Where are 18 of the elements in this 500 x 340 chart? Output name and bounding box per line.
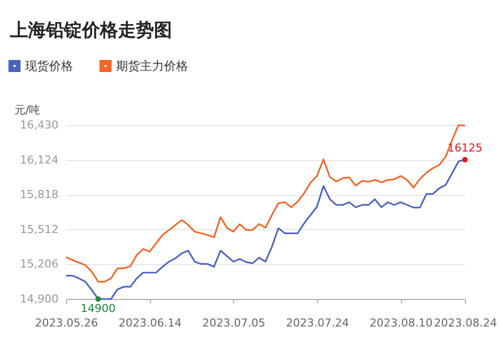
x-tick-label: 2023.05.26 [35,316,98,330]
x-tick-label: 2023.07.24 [286,316,349,330]
legend-label: 现货价格 [25,58,73,73]
y-tick-label: 16,430 [20,118,58,132]
y-tick-label: 15,512 [20,222,58,236]
data-label: 14900 [80,302,116,315]
x-tick-label: 2023.07.05 [202,316,266,330]
legend-label: 期货主力价格 [116,58,188,73]
y-tick-label: 16,124 [20,153,58,166]
y-tick-label: 15,206 [20,258,58,271]
y-axis-title: 元/吨 [14,104,40,116]
y-tick-label: 15,818 [20,188,58,202]
chart-title: 上海铅锭价格走势图 [10,19,172,42]
y-tick-label: 14,900 [20,292,58,306]
x-tick-label: 2023.08.24 [434,316,497,330]
x-tick-label: 2023.06.14 [118,316,182,330]
data-label: 16125 [448,142,482,155]
x-tick-label: 2023.08.10 [370,316,433,330]
